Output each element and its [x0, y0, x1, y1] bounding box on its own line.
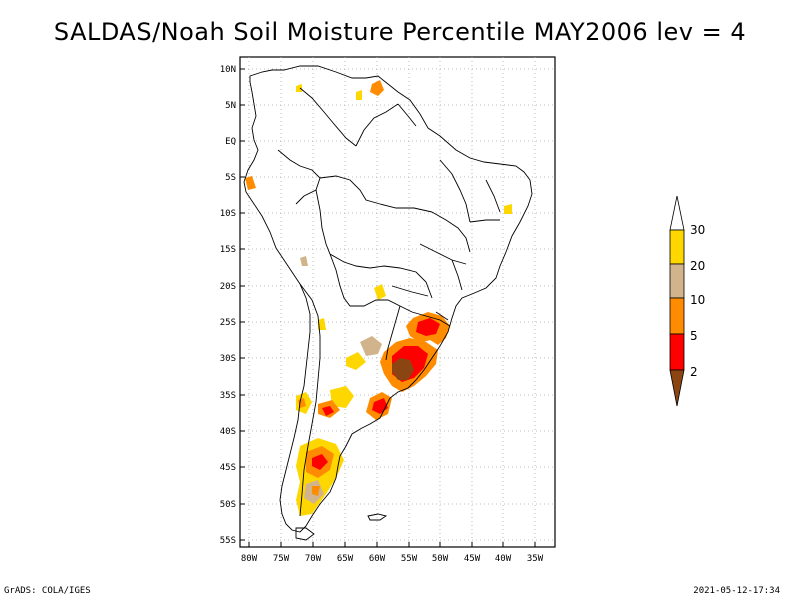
shading-patch-tan	[360, 336, 382, 356]
lat-ticks: 10N 5N EQ 5S 10S 15S 20S 25S 30S 35S 40S…	[220, 65, 245, 546]
shading-patch-gold	[346, 352, 366, 370]
lat-tick-label: 40S	[220, 427, 236, 437]
shading-patch-orange	[245, 176, 256, 190]
lon-tick-label: 80W	[241, 554, 258, 564]
lat-tick-label: 30S	[220, 354, 236, 364]
shading-patch-gold	[504, 204, 512, 214]
lon-tick-label: 55W	[401, 554, 418, 564]
shading-patch-red	[322, 406, 334, 416]
colorbar-label: 30	[690, 223, 705, 237]
shading-patch-gold	[318, 318, 326, 330]
colorbar-segment-red	[669, 333, 685, 371]
tierra-del-fuego	[295, 527, 315, 541]
lat-tick-label: 10S	[220, 209, 236, 219]
shading-patch-tan	[300, 256, 308, 266]
colorbar-label: 2	[690, 365, 698, 379]
shading-patch-orange	[370, 80, 384, 96]
lon-ticks: 80W 75W 70W 65W 60W 55W 50W 45W 40W 35W	[241, 542, 544, 564]
country-borders	[277, 87, 451, 517]
lat-tick-label: 15S	[220, 245, 236, 255]
colorbar-top-arrow	[669, 195, 685, 231]
colorbar-label: 5	[690, 329, 698, 343]
map-frame	[239, 56, 556, 548]
lon-tick-label: 60W	[369, 554, 386, 564]
colorbar-segment-orange	[669, 297, 685, 335]
lon-tick-label: 45W	[464, 554, 481, 564]
lon-tick-label: 35W	[527, 554, 544, 564]
shading-patch-orange	[312, 486, 320, 496]
lon-tick-label: 70W	[305, 554, 322, 564]
colorbar-segment-gold	[669, 229, 685, 265]
lon-tick-label: 65W	[337, 554, 354, 564]
lat-tick-label: 45S	[220, 463, 236, 473]
lon-tick-label: 40W	[495, 554, 512, 564]
map-title: SALDAS/Noah Soil Moisture Percentile MAY…	[53, 18, 747, 46]
lat-tick-label: 5N	[225, 101, 236, 111]
lat-tick-label: 50S	[220, 500, 236, 510]
shading-patch-gold	[374, 284, 386, 300]
brazil-state-borders	[391, 159, 501, 321]
colorbar-label: 20	[690, 259, 705, 273]
colorbar-label: 10	[690, 293, 705, 307]
lat-tick-label: 35S	[220, 391, 236, 401]
grid-lines	[240, 57, 555, 547]
lat-tick-label: 55S	[220, 536, 236, 546]
shading-patch-gold	[356, 90, 362, 100]
shading-patch-brown	[392, 358, 414, 380]
falkland-islands	[367, 513, 388, 521]
shading-patch-gold	[330, 386, 354, 408]
grads-credit: GrADS: COLA/IGES	[4, 586, 91, 596]
shading-patch-gold	[296, 84, 302, 92]
continent-outline	[243, 65, 533, 533]
colorbar-legend: 30 20 10 5 2	[669, 195, 705, 407]
colorbar-bottom-arrow	[669, 369, 685, 407]
lat-tick-label: 5S	[225, 173, 236, 183]
shading-patch-red	[416, 318, 440, 336]
lat-tick-label: 25S	[220, 318, 236, 328]
colorbar-segment-tan	[669, 263, 685, 299]
shading-patch-red	[312, 454, 328, 470]
lat-tick-label: EQ	[225, 137, 236, 147]
coastline-borders	[243, 65, 533, 541]
lon-tick-label: 75W	[273, 554, 290, 564]
percentile-shading	[245, 80, 512, 516]
lon-tick-label: 50W	[432, 554, 449, 564]
lat-tick-label: 10N	[220, 65, 236, 75]
render-timestamp: 2021-05-12-17:34	[693, 586, 780, 596]
lat-tick-label: 20S	[220, 282, 236, 292]
